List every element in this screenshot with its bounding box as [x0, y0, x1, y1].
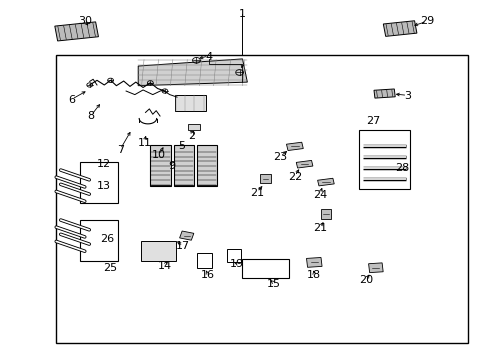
Text: 9: 9 — [168, 161, 175, 171]
Bar — [150, 145, 170, 186]
Polygon shape — [260, 174, 271, 183]
Text: 4: 4 — [205, 52, 212, 62]
Text: 29: 29 — [419, 16, 433, 26]
Text: 8: 8 — [88, 111, 94, 121]
Text: 30: 30 — [78, 16, 91, 26]
Text: 18: 18 — [306, 270, 321, 280]
Text: 21: 21 — [312, 223, 327, 233]
Text: 14: 14 — [157, 261, 172, 271]
Polygon shape — [317, 178, 333, 186]
Text: 3: 3 — [403, 91, 410, 101]
Text: 13: 13 — [97, 181, 111, 191]
Text: 16: 16 — [200, 270, 214, 280]
Text: 19: 19 — [229, 259, 243, 269]
Bar — [80, 162, 118, 203]
Bar — [56, 55, 467, 343]
Text: 26: 26 — [99, 234, 114, 244]
Polygon shape — [138, 59, 247, 86]
Text: 15: 15 — [267, 279, 280, 289]
Text: 7: 7 — [117, 145, 123, 155]
Text: 6: 6 — [68, 95, 75, 105]
Polygon shape — [286, 142, 302, 151]
Bar — [197, 145, 217, 186]
Bar — [227, 249, 240, 262]
Bar — [80, 220, 118, 261]
Bar — [174, 95, 206, 111]
Text: 21: 21 — [249, 188, 264, 198]
Bar — [358, 130, 409, 189]
Text: 28: 28 — [394, 163, 409, 173]
Polygon shape — [296, 160, 312, 168]
Bar — [242, 259, 288, 278]
Polygon shape — [55, 22, 98, 41]
Text: 2: 2 — [188, 131, 195, 141]
Text: 23: 23 — [272, 152, 287, 162]
Polygon shape — [320, 209, 331, 219]
Text: 5: 5 — [178, 141, 185, 151]
Text: 17: 17 — [176, 241, 190, 251]
Text: 24: 24 — [312, 190, 327, 200]
Text: 20: 20 — [358, 275, 373, 285]
Bar — [188, 124, 200, 130]
Polygon shape — [368, 263, 382, 273]
Bar — [140, 241, 175, 261]
Polygon shape — [306, 257, 321, 267]
Text: 22: 22 — [287, 172, 302, 182]
Polygon shape — [179, 231, 194, 240]
Polygon shape — [382, 21, 416, 36]
Bar — [197, 253, 212, 268]
Text: 11: 11 — [137, 138, 151, 148]
Text: 12: 12 — [97, 159, 111, 169]
Text: 25: 25 — [103, 263, 118, 273]
Text: 10: 10 — [152, 150, 166, 160]
Polygon shape — [373, 89, 394, 98]
Text: 27: 27 — [365, 116, 380, 126]
Text: 1: 1 — [239, 9, 245, 19]
Bar — [173, 145, 194, 186]
